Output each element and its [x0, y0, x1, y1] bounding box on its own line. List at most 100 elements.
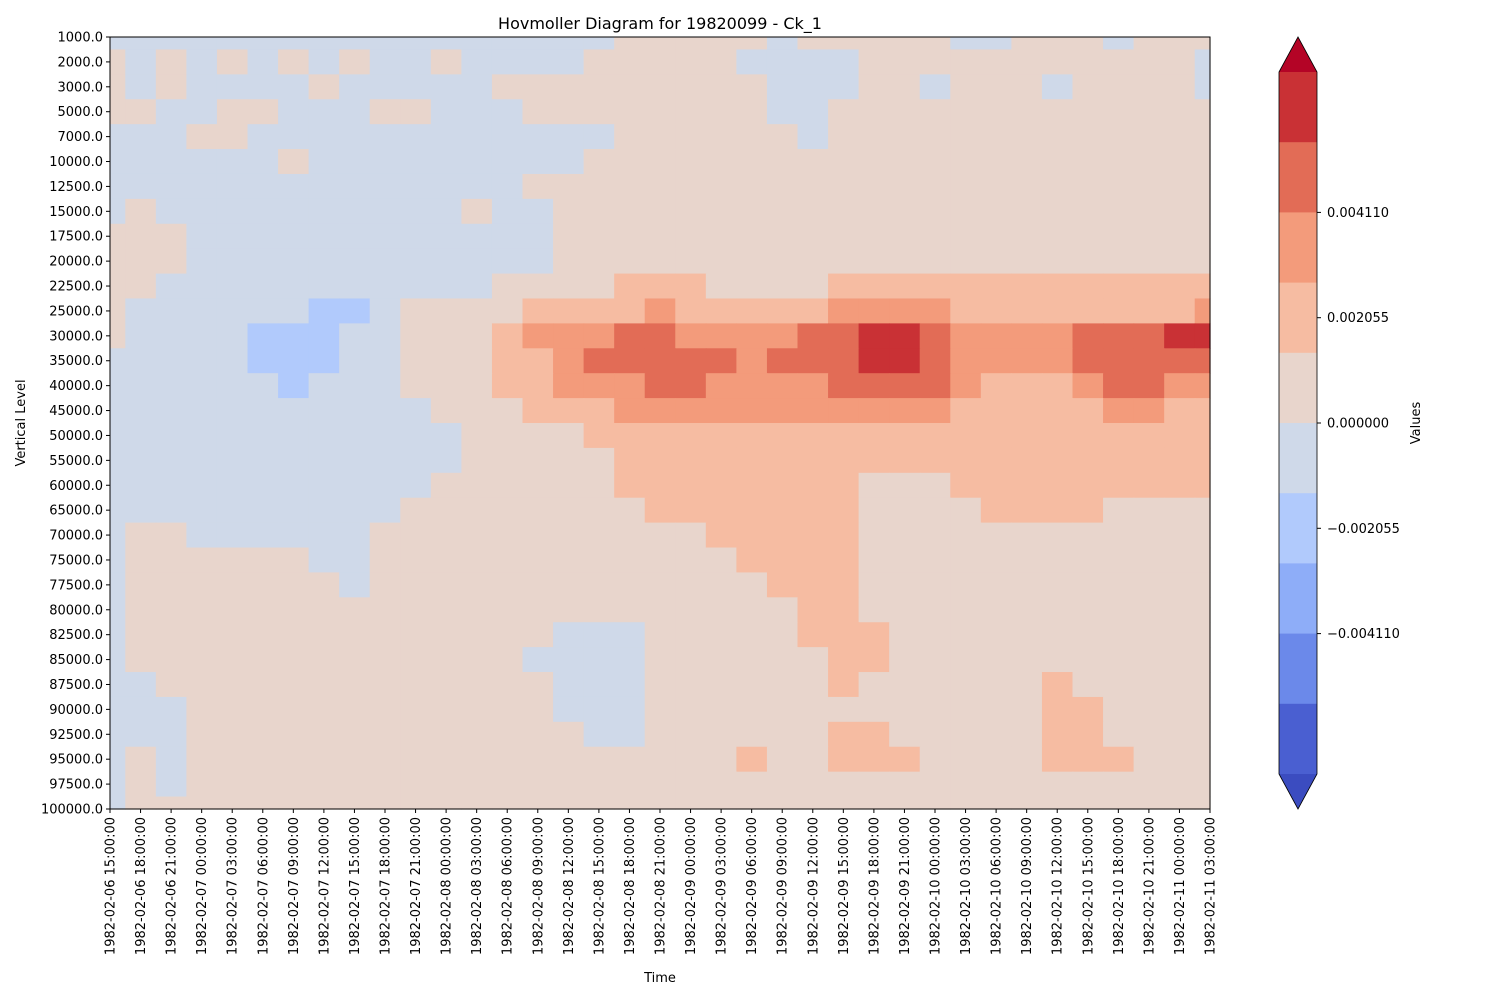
contour-cell: [1134, 99, 1165, 125]
contour-cell: [950, 99, 981, 125]
contour-cell: [828, 398, 859, 424]
contour-cell: [920, 548, 951, 574]
contour-cell: [339, 722, 370, 748]
contour-cell: [400, 448, 431, 474]
contour-cell: [981, 647, 1012, 673]
contour-cell: [125, 772, 156, 798]
contour-cell: [1042, 722, 1073, 748]
contour-cell: [645, 448, 676, 474]
contour-cell: [553, 548, 584, 574]
contour-cell: [186, 473, 217, 499]
contour-cell: [614, 37, 645, 50]
contour-cell: [706, 398, 737, 424]
contour-cell: [920, 473, 951, 499]
contour-cell: [828, 224, 859, 250]
contour-cell: [156, 224, 187, 250]
contour-cell: [981, 722, 1012, 748]
y-tick-label: 97500.0: [49, 778, 103, 793]
contour-cell: [920, 49, 951, 74]
contour-cell: [614, 124, 645, 150]
contour-cell: [400, 647, 431, 673]
contour-cell: [706, 249, 737, 275]
contour-cell: [889, 323, 920, 349]
contour-cell: [492, 498, 523, 523]
contour-cell: [1011, 473, 1042, 499]
y-tick-label: 10000.0: [49, 155, 103, 170]
contour-cell: [370, 298, 401, 324]
contour-cell: [400, 423, 431, 449]
contour-cell: [370, 647, 401, 673]
contour-cell: [217, 224, 248, 250]
contour-cell: [370, 323, 401, 349]
contour-cell: [553, 647, 584, 673]
x-tick-label: 1982-02-08 18:00:00: [623, 817, 638, 955]
contour-cell: [1073, 298, 1104, 324]
contour-cell: [339, 174, 370, 200]
contour-cell: [645, 647, 676, 673]
contour-cell: [920, 523, 951, 549]
contour-cell: [645, 572, 676, 598]
contour-cell: [217, 274, 248, 300]
contour-cell: [614, 323, 645, 349]
y-tick-label: 75000.0: [49, 553, 103, 568]
contour-cell: [981, 199, 1012, 225]
contour-cell: [798, 224, 829, 250]
contour-cell: [339, 597, 370, 623]
y-tick-label: 3000.0: [58, 80, 104, 95]
contour-cell: [339, 797, 370, 810]
contour-cell: [523, 498, 554, 523]
contour-cell: [461, 398, 492, 424]
contour-cell: [798, 124, 829, 150]
contour-cell: [431, 149, 462, 175]
contour-cell: [859, 249, 890, 275]
contour-cell: [889, 622, 920, 648]
contour-cell: [828, 423, 859, 449]
contour-cell: [706, 523, 737, 549]
contour-cell: [370, 149, 401, 175]
contour-cell: [920, 697, 951, 723]
contour-cell: [492, 124, 523, 150]
contour-cell: [1042, 49, 1073, 74]
contour-cell: [431, 572, 462, 598]
contour-cell: [920, 224, 951, 250]
contour-cell: [1011, 647, 1042, 673]
contour-cell: [125, 647, 156, 673]
contour-cell: [339, 37, 370, 50]
contour-cell: [431, 523, 462, 549]
contour-cell: [1042, 224, 1073, 250]
contour-cell: [798, 498, 829, 523]
colorbar: 0.0041100.0020550.000000−0.002055−0.0041…: [1279, 37, 1400, 809]
contour-cell: [125, 199, 156, 225]
contour-cell: [1134, 274, 1165, 300]
contour-cell: [859, 797, 890, 810]
contour-cell: [675, 548, 706, 574]
contour-cell: [645, 298, 676, 324]
contour-cell: [1164, 124, 1195, 150]
contour-cell: [186, 722, 217, 748]
contour-cell: [492, 448, 523, 474]
contour-cell: [156, 647, 187, 673]
contour-cell: [584, 797, 615, 810]
contour-cell: [156, 373, 187, 399]
contour-cell: [248, 473, 279, 499]
contour-cell: [110, 49, 126, 74]
contour-cell: [767, 74, 798, 100]
contour-cell: [1073, 124, 1104, 150]
contour-cell: [1011, 99, 1042, 125]
contour-cell: [950, 373, 981, 399]
contour-cell: [217, 74, 248, 100]
contour-cell: [110, 249, 126, 275]
contour-cell: [1103, 348, 1134, 374]
contour-cell: [1195, 224, 1211, 250]
contour-cell: [110, 224, 126, 250]
contour-cell: [675, 647, 706, 673]
y-tick-label: 30000.0: [49, 329, 103, 344]
contour-cell: [1134, 548, 1165, 574]
contour-cell: [400, 99, 431, 125]
contour-cell: [798, 647, 829, 673]
contour-cell: [767, 174, 798, 200]
contour-cell: [798, 697, 829, 723]
y-tick-label: 92500.0: [49, 728, 103, 743]
contour-cell: [859, 373, 890, 399]
